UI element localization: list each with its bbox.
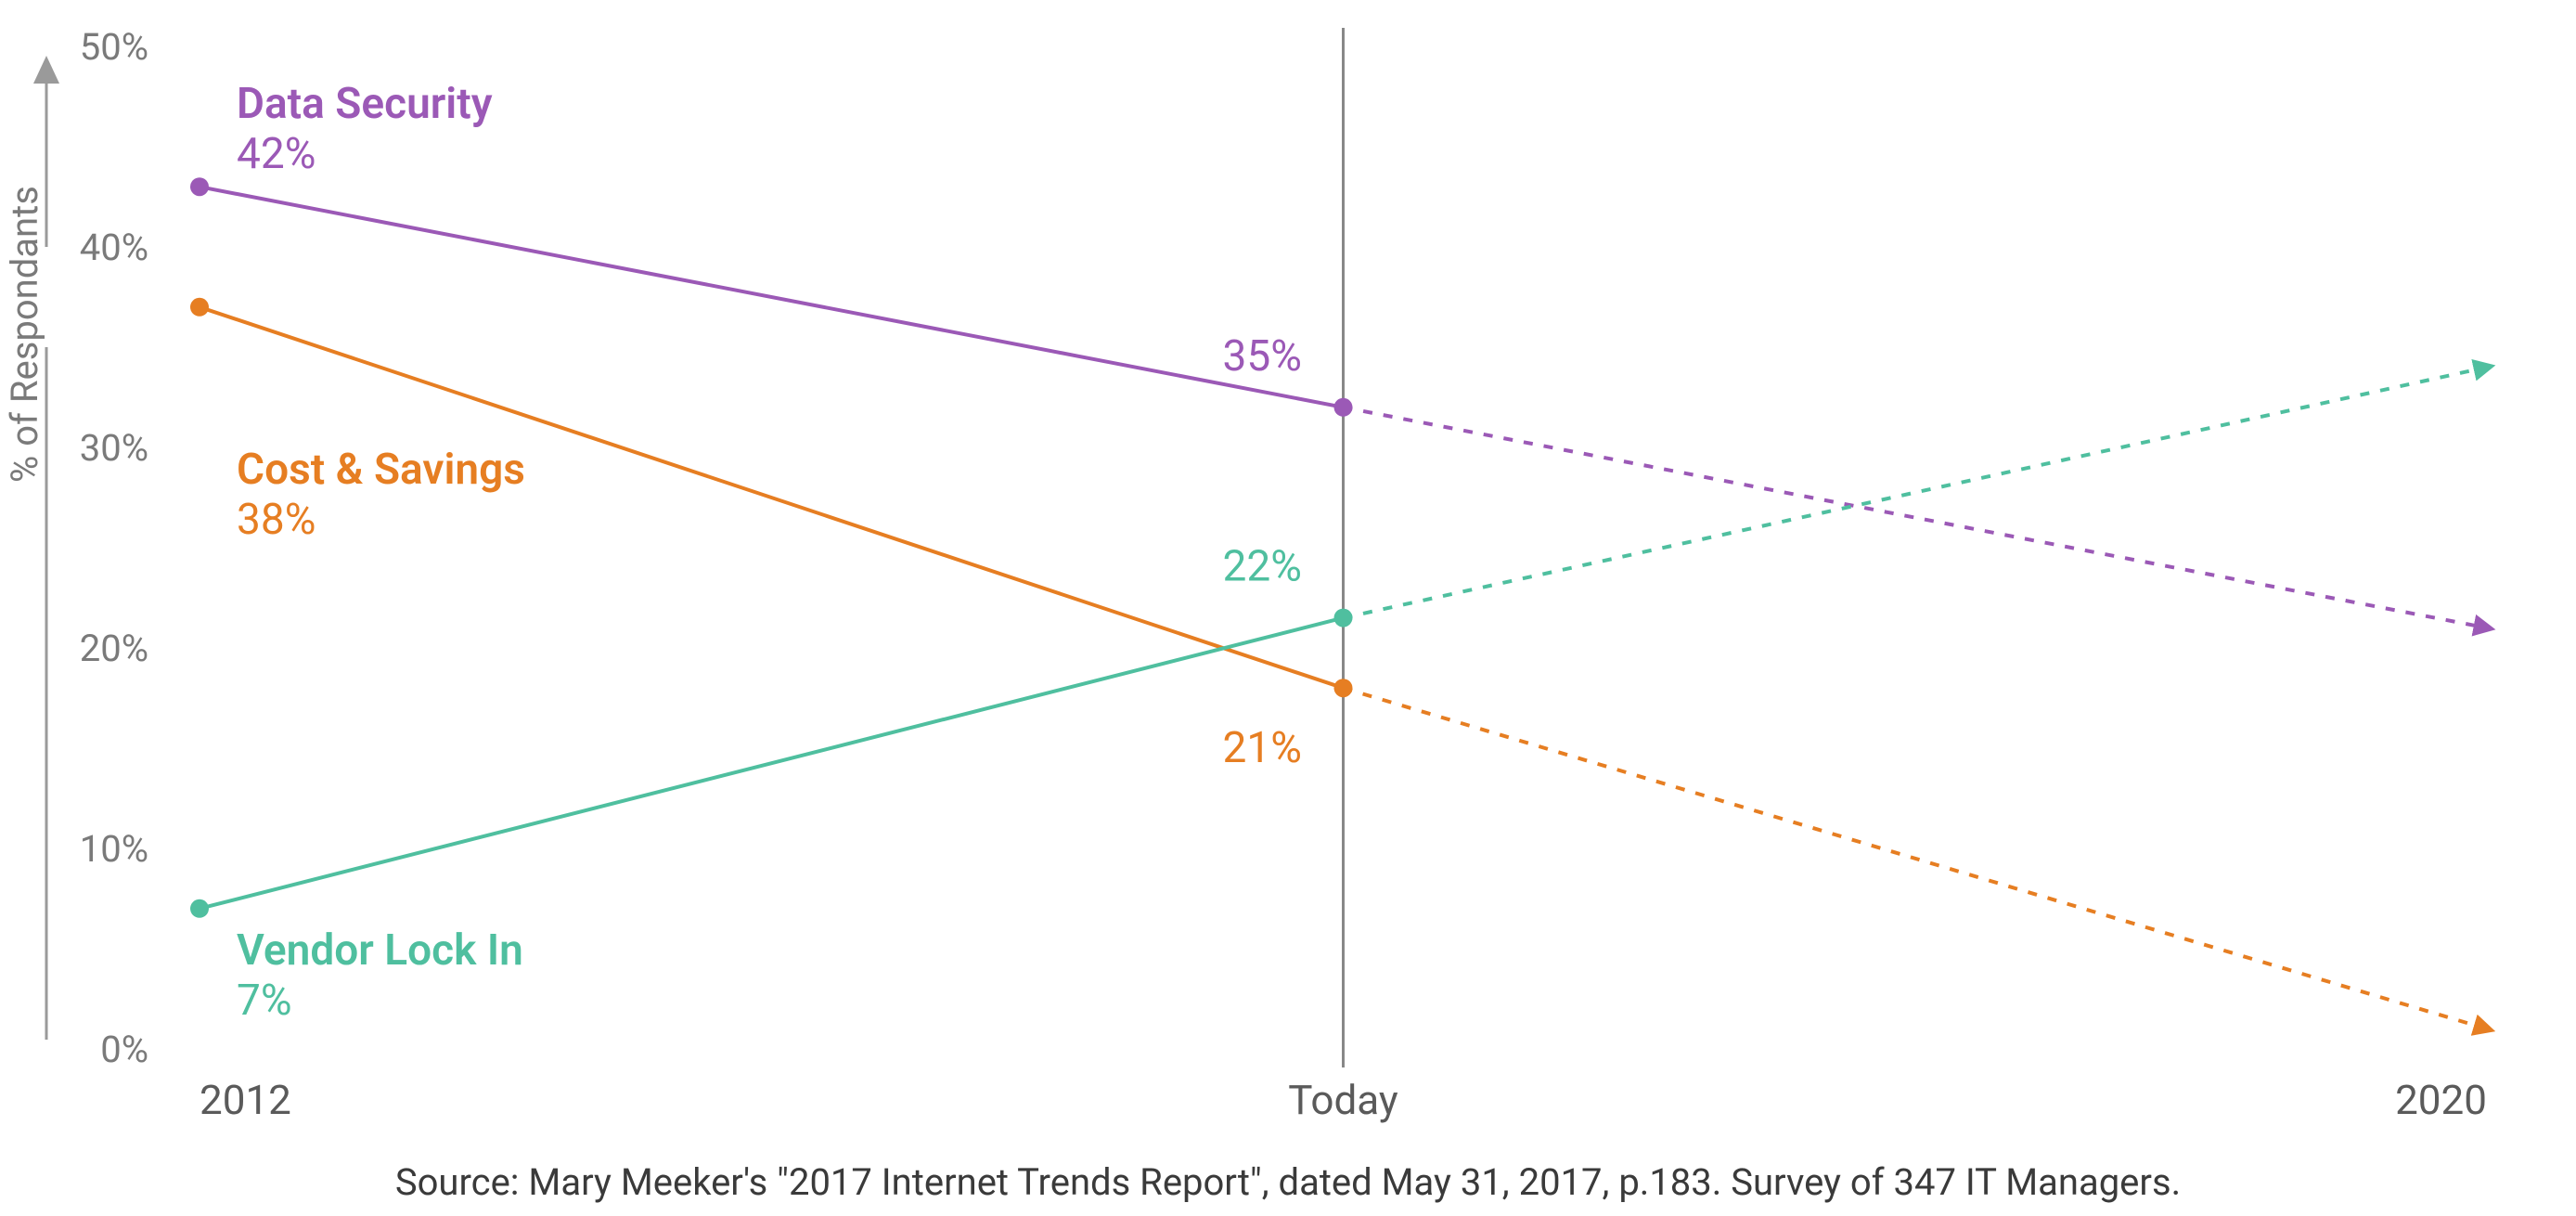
y-axis-label: % of Respondants	[3, 186, 46, 483]
series-mid-value: 21%	[1223, 723, 1302, 773]
series-start-value: 7%	[237, 976, 292, 1026]
y-tick-label: 10%	[80, 827, 148, 871]
y-tick-label: 30%	[80, 426, 148, 470]
chart-container: 0% 10% 20% 30% 40% 50% % of Respondants 2012 Tod…	[0, 0, 2576, 1216]
series-marker	[190, 177, 209, 196]
chart-bg	[0, 0, 2576, 1216]
series-title-label: Vendor Lock In	[237, 925, 523, 976]
x-tick-label: 2012	[200, 1076, 291, 1124]
x-tick-label: Today	[1288, 1076, 1398, 1124]
series-mid-value: 35%	[1223, 331, 1302, 382]
source-citation: Source: Mary Meeker's "2017 Internet Tre…	[0, 1160, 2576, 1204]
series-title-label: Data Security	[237, 79, 493, 129]
series-marker	[190, 899, 209, 918]
x-tick-label: 2020	[2395, 1076, 2487, 1124]
series-marker	[190, 298, 209, 317]
series-marker	[1334, 398, 1353, 417]
trends-line-chart: 0% 10% 20% 30% 40% 50% % of Respondants 2012 Tod…	[0, 0, 2576, 1216]
series-start-value: 38%	[237, 495, 316, 545]
series-mid-value: 22%	[1223, 542, 1302, 592]
series-marker	[1334, 679, 1353, 697]
series-start-value: 42%	[237, 129, 316, 179]
y-tick-label: 50%	[80, 25, 148, 69]
series-title-label: Cost & Savings	[237, 445, 525, 495]
y-tick-label: 0%	[100, 1028, 148, 1071]
y-tick-label: 40%	[80, 226, 148, 269]
series-marker	[1334, 609, 1353, 627]
y-tick-label: 20%	[80, 627, 148, 670]
